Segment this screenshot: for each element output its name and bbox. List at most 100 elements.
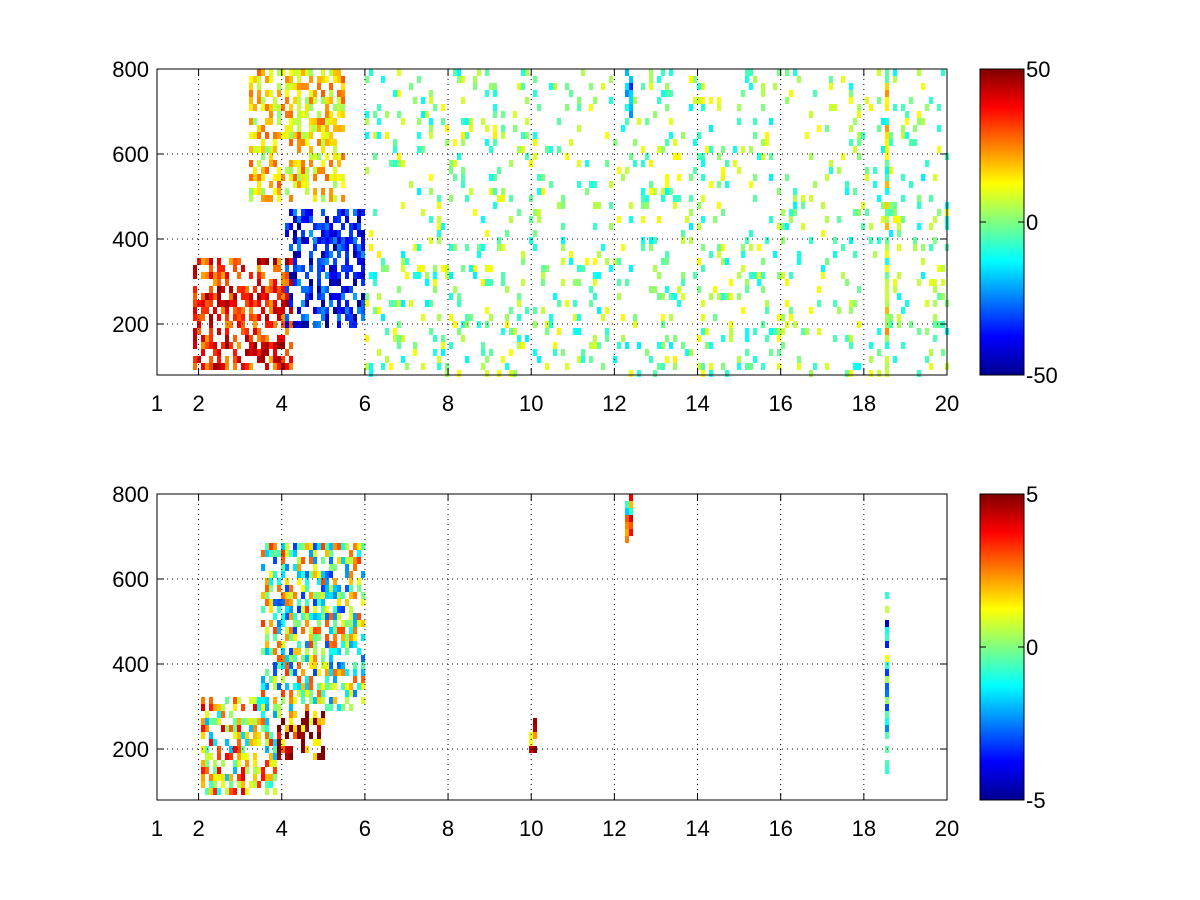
heatmap-cell [629, 370, 633, 377]
heatmap-cell [521, 132, 525, 139]
heatmap-cell [853, 188, 857, 195]
heatmap-cell [329, 97, 333, 104]
heatmap-cell [665, 90, 669, 97]
heatmap-cell [297, 132, 301, 139]
heatmap-cell [885, 153, 889, 160]
heatmap-cell [213, 739, 217, 746]
heatmap-cell [665, 181, 669, 188]
heatmap-cell [469, 265, 473, 272]
heatmap-cell [321, 718, 325, 725]
heatmap-cell [345, 314, 349, 321]
heatmap-cell [321, 293, 325, 300]
heatmap-cell [301, 606, 305, 613]
heatmap-cell [489, 349, 493, 356]
heatmap-cell [445, 272, 449, 279]
heatmap-cell [313, 613, 317, 620]
heatmap-cell [237, 342, 241, 349]
heatmap-cell [909, 139, 913, 146]
heatmap-cell [221, 272, 225, 279]
heatmap-cell [361, 634, 365, 641]
heatmap-cell [857, 209, 861, 216]
heatmap-cell [293, 592, 297, 599]
heatmap-cell [553, 342, 557, 349]
heatmap-cell [533, 76, 537, 83]
heatmap-cell [885, 272, 889, 279]
heatmap-cell [689, 349, 693, 356]
heatmap-cell [337, 613, 341, 620]
heatmap-cell [529, 237, 533, 244]
heatmap-cell [721, 335, 725, 342]
heatmap-cell [317, 83, 321, 90]
heatmap-cell [493, 111, 497, 118]
heatmap-cell [321, 230, 325, 237]
heatmap-cell [625, 167, 629, 174]
heatmap-cell [265, 167, 269, 174]
heatmap-cell [253, 167, 257, 174]
heatmap-cell [217, 349, 221, 356]
heatmap-cell [289, 307, 293, 314]
heatmap-cell [361, 272, 365, 279]
heatmap-cell [325, 244, 329, 251]
heatmap-cell [213, 307, 217, 314]
heatmap-cell [521, 83, 525, 90]
heatmap-cell [309, 543, 313, 550]
heatmap-cell [905, 300, 909, 307]
heatmap-cell [485, 370, 489, 377]
heatmap-cell [637, 370, 641, 377]
heatmap-cell [213, 774, 217, 781]
heatmap-cell [225, 356, 229, 363]
heatmap-cell [561, 237, 565, 244]
heatmap-cell [765, 335, 769, 342]
heatmap-cell [629, 529, 633, 536]
heatmap-cell [789, 272, 793, 279]
heatmap-cell [753, 118, 757, 125]
heatmap-cell [377, 293, 381, 300]
heatmap-cell [285, 76, 289, 83]
heatmap-cell [349, 627, 353, 634]
heatmap-cell [341, 557, 345, 564]
heatmap-cell [245, 363, 249, 370]
heatmap-cell [309, 627, 313, 634]
heatmap-cell [289, 697, 293, 704]
heatmap-cell [305, 725, 309, 732]
heatmap-cell [673, 363, 677, 370]
heatmap-cell [661, 146, 665, 153]
heatmap-cell [249, 118, 253, 125]
heatmap-cell [377, 307, 381, 314]
heatmap-cell [273, 139, 277, 146]
heatmap-cell [329, 230, 333, 237]
heatmap-cell [873, 181, 877, 188]
heatmap-cell [417, 244, 421, 251]
heatmap-cell [313, 237, 317, 244]
heatmap-cell [417, 132, 421, 139]
heatmap-cell [273, 760, 277, 767]
heatmap-cell [329, 118, 333, 125]
heatmap-cell [201, 342, 205, 349]
heatmap-cell [281, 104, 285, 111]
heatmap-cell [525, 132, 529, 139]
heatmap-cell [333, 613, 337, 620]
heatmap-cell [257, 781, 261, 788]
heatmap-cell [541, 272, 545, 279]
heatmap-cell [405, 258, 409, 265]
heatmap-cell [889, 314, 893, 321]
heatmap-cell [341, 174, 345, 181]
heatmap-cell [865, 167, 869, 174]
y-tick-label: 800 [112, 57, 149, 82]
heatmap-cell [373, 153, 377, 160]
heatmap-cell [781, 223, 785, 230]
heatmap-cell [341, 97, 345, 104]
heatmap-cell [265, 363, 269, 370]
heatmap-cell [321, 711, 325, 718]
heatmap-cell [245, 335, 249, 342]
heatmap-cell [689, 237, 693, 244]
heatmap-cell [273, 286, 277, 293]
heatmap-cell [229, 342, 233, 349]
heatmap-cell [397, 111, 401, 118]
heatmap-cell [305, 104, 309, 111]
heatmap-cell [257, 188, 261, 195]
heatmap-cell [337, 76, 341, 83]
heatmap-cell [257, 160, 261, 167]
heatmap-cell [289, 718, 293, 725]
heatmap-cell [381, 314, 385, 321]
